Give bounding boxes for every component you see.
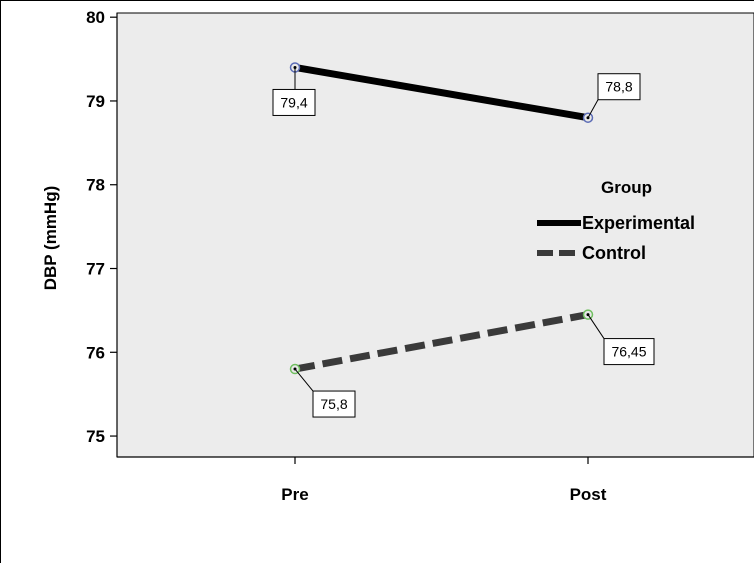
data-label-leader: [294, 368, 314, 392]
legend-item-control: Control: [582, 243, 646, 263]
data-label-box: [597, 73, 641, 101]
y-tick-label: 77: [86, 260, 105, 279]
y-tick-label: 78: [86, 176, 105, 195]
data-label-box: [272, 88, 316, 116]
y-tick-label: 75: [86, 427, 105, 446]
data-label: 79,4: [280, 94, 307, 110]
y-axis-ticks: 75 76 77 78 79 80: [86, 8, 117, 446]
series-line-experimental: [294, 64, 589, 122]
legend: Group Experimental Control: [537, 178, 695, 263]
legend-item-experimental: Experimental: [582, 213, 695, 233]
data-label-box: [312, 390, 356, 418]
legend-title: Group: [601, 178, 652, 197]
series-line-control: [294, 311, 589, 373]
x-axis-ticks: Pre Post: [281, 457, 607, 504]
data-label: 76,45: [611, 344, 646, 360]
data-label-leader: [587, 314, 605, 339]
x-tick-label: Post: [570, 485, 607, 504]
data-label: 78,8: [605, 79, 632, 95]
plot-area: [116, 12, 754, 458]
y-axis-title: DBP (mmHg): [41, 186, 60, 291]
y-tick-label: 79: [86, 92, 105, 111]
y-tick-label: 76: [86, 343, 105, 362]
data-label-box: [603, 338, 655, 366]
y-tick-label: 80: [86, 8, 105, 27]
data-label-leader: [587, 99, 599, 118]
data-labels-layer: 79,4 78,8 75,8 76,45: [272, 67, 655, 418]
data-label: 75,8: [320, 396, 347, 412]
x-tick-label: Pre: [281, 485, 308, 504]
